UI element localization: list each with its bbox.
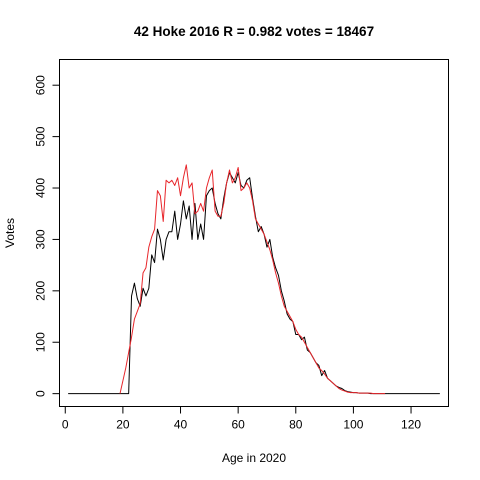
x-tick-label: 40 [174,418,188,432]
series-line-1 [68,172,440,395]
series-layer [68,164,440,395]
x-tick-label: 60 [231,418,245,432]
y-tick-label: 200 [34,281,48,301]
chart-title: 42 Hoke 2016 R = 0.982 votes = 18467 [134,24,374,39]
series-line-2 [119,164,386,395]
x-tick-label: 20 [116,418,130,432]
y-tick-label: 400 [34,178,48,198]
x-tick-label: 100 [343,418,363,432]
y-tick-label: 0 [34,390,48,397]
plot-frame [59,59,449,407]
y-tick-label: 500 [34,126,48,146]
x-axis: 0 20 40 60 80 100 120 [62,406,421,432]
y-axis: 0 100 200 300 400 500 600 [34,75,60,397]
x-axis-label: Age in 2020 [222,451,286,465]
y-tick-label: 300 [34,229,48,249]
x-tick-label: 120 [401,418,421,432]
y-axis-label: Votes [3,218,17,248]
x-tick-label: 0 [62,418,69,432]
x-tick-label: 80 [289,418,303,432]
y-tick-label: 600 [34,75,48,95]
y-tick-label: 100 [34,332,48,352]
